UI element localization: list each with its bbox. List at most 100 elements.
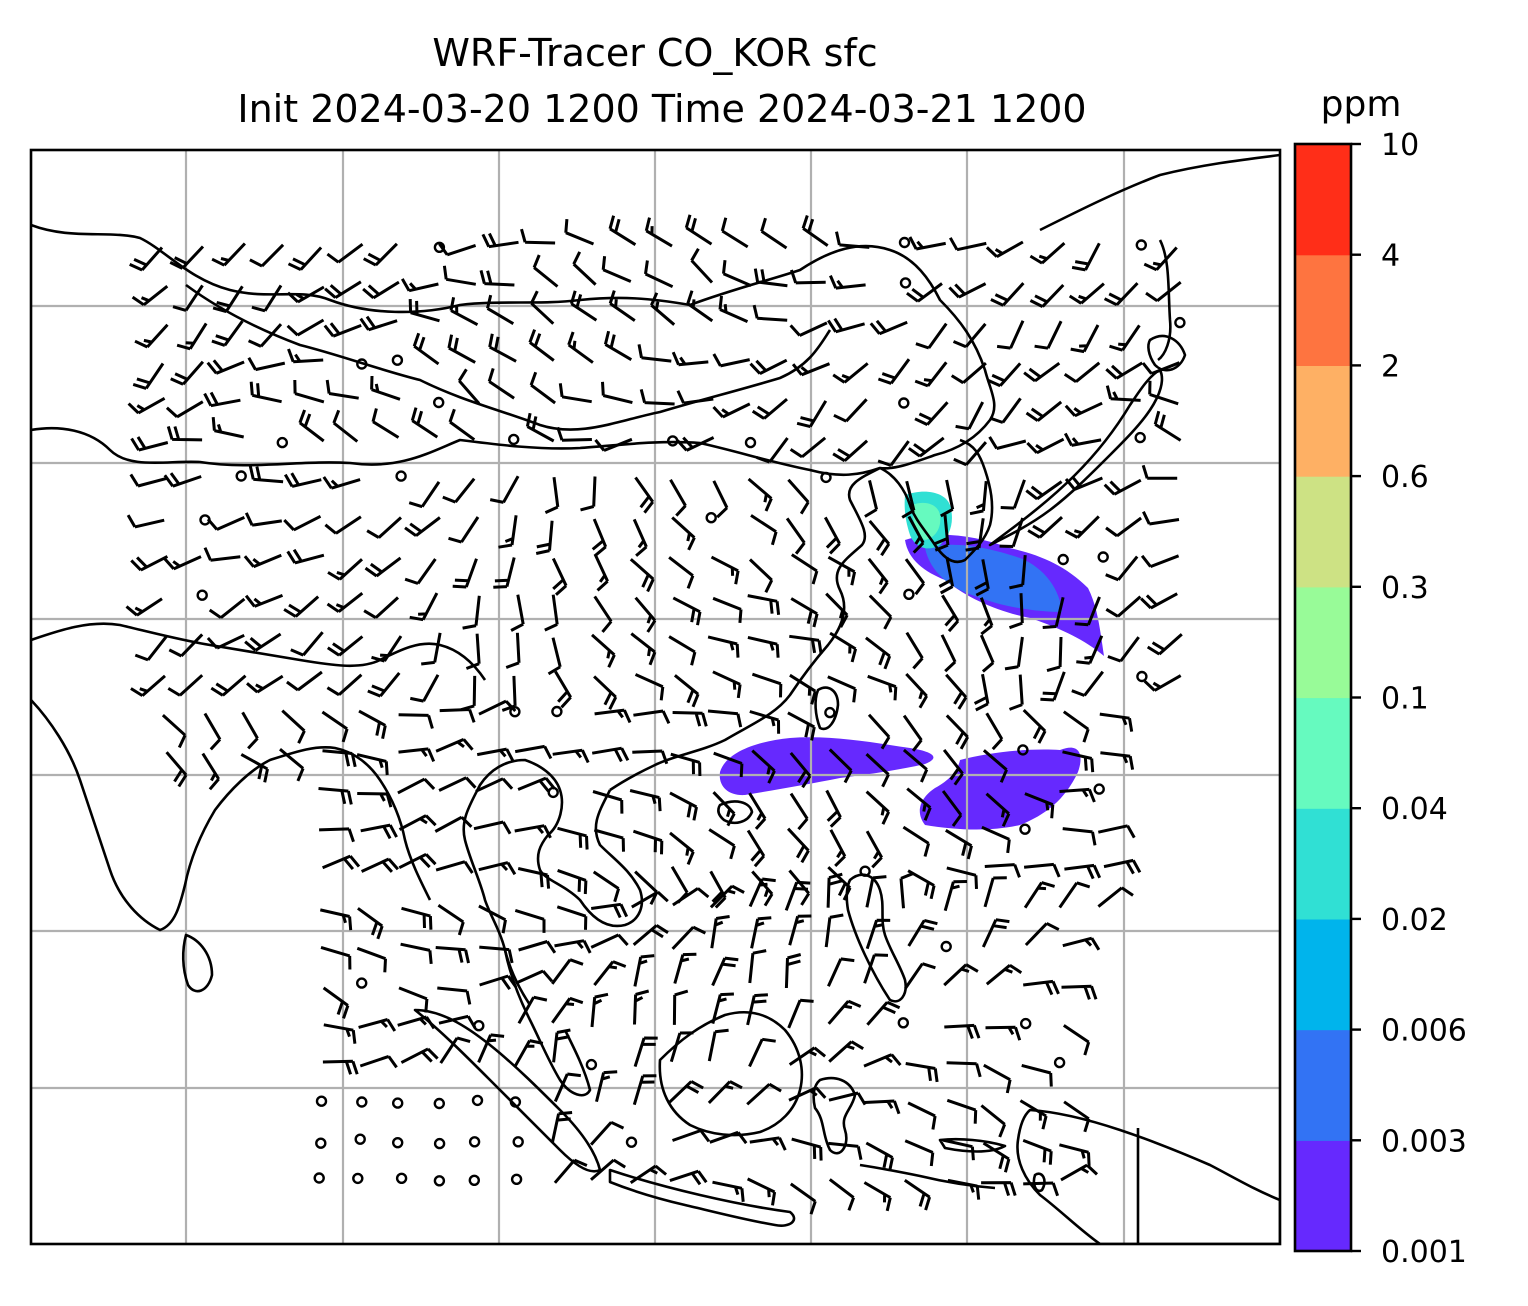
wind-barb [629, 789, 662, 812]
wind-barb [286, 285, 325, 304]
wind-barb [942, 748, 964, 786]
wind-barb [404, 516, 441, 537]
wind-barb [904, 558, 926, 596]
wind-barb [633, 989, 650, 1025]
wind-barb [833, 398, 868, 423]
wind-barb [907, 918, 938, 947]
wind-barb [505, 632, 521, 669]
wind-barb [712, 353, 751, 368]
wind-barb [632, 829, 664, 855]
wind-barb [904, 1139, 935, 1167]
wind-barb [863, 1053, 902, 1068]
calm-wind-circle [392, 1136, 404, 1149]
wind-barb [668, 635, 697, 666]
wind-barb [947, 1178, 981, 1200]
wind-barb [554, 939, 592, 954]
wind-barb [1059, 1143, 1091, 1166]
wind-barb [210, 674, 247, 697]
wind-barb [824, 913, 844, 948]
wind-barb [1063, 432, 1102, 447]
wind-barb [404, 558, 437, 585]
wind-barb [632, 749, 669, 765]
calm-wind-circle [585, 1058, 598, 1071]
wind-barb [1062, 1024, 1091, 1056]
wind-barb [789, 321, 828, 337]
wind-barb [796, 400, 828, 429]
wind-barb [553, 1158, 588, 1184]
calm-wind-circle [468, 1174, 480, 1187]
wind-barb [955, 401, 985, 431]
coast-sri-lanka [181, 933, 214, 993]
wind-barb [448, 408, 476, 441]
wind-barb [630, 632, 657, 666]
wind-barb [985, 1025, 1022, 1041]
wind-barb [746, 1177, 777, 1206]
wind-barb [1023, 361, 1061, 383]
coast-indochina [462, 758, 644, 1006]
calm-wind-circle [547, 786, 559, 799]
wind-barb [760, 217, 788, 250]
wind-barb [985, 792, 1011, 827]
colorbar-segment [1295, 1029, 1351, 1141]
wind-barb [323, 322, 362, 338]
wind-barb [942, 1138, 975, 1161]
wind-barb [863, 953, 889, 984]
wind-barb [1063, 1100, 1091, 1133]
wind-barb [168, 633, 204, 658]
wind-barb [707, 709, 743, 728]
wind-barb [789, 1182, 817, 1215]
calm-wind-circle [433, 1175, 446, 1187]
wind-barb [325, 379, 359, 400]
calm-wind-circle [940, 940, 952, 953]
wind-barb [1061, 984, 1098, 1000]
wind-barb [323, 1023, 357, 1044]
wind-barb [134, 635, 168, 662]
wind-barb [940, 634, 957, 673]
wind-barb [1024, 922, 1060, 947]
wind-barb [877, 358, 911, 385]
wind-barb [1141, 464, 1178, 480]
wind-barb [608, 215, 637, 246]
wind-barb [788, 1086, 827, 1102]
wind-barb [904, 962, 936, 990]
wind-barb [1004, 636, 1024, 671]
wind-barb [590, 1158, 626, 1181]
wind-barb [789, 269, 826, 285]
colorbar-tick-label: 0.04 [1381, 792, 1448, 827]
wind-barb [1064, 401, 1103, 418]
wind-barb [865, 790, 891, 825]
coast-japan-hokkaido [1147, 334, 1187, 372]
wind-barb [631, 890, 669, 909]
wind-barb [990, 282, 1025, 307]
wind-barb [669, 831, 695, 865]
wind-barb [1046, 636, 1063, 673]
wind-barb [828, 1091, 867, 1106]
wind-barb [530, 290, 555, 325]
wind-barb [473, 820, 512, 835]
wind-barb [907, 1101, 937, 1130]
wind-barb [206, 633, 245, 650]
wind-barb [486, 294, 515, 325]
wind-barb [669, 1169, 708, 1186]
wind-barb [944, 1023, 981, 1040]
wind-barb [535, 520, 554, 555]
wind-barb [676, 390, 714, 405]
calm-wind-circle [315, 1095, 328, 1107]
wind-barb [747, 477, 773, 512]
wind-barb [421, 632, 442, 666]
wind-barb [996, 320, 1025, 350]
wind-barb [790, 597, 819, 628]
wind-barb [359, 315, 398, 332]
wind-barb [987, 362, 1022, 388]
wind-barb [707, 635, 740, 658]
wind-barb [287, 246, 323, 271]
wind-barb [639, 389, 675, 406]
wind-barb [867, 674, 898, 701]
wind-barb [398, 852, 437, 870]
colorbar-tick-label: 0.02 [1381, 903, 1448, 938]
wind-barb [710, 915, 730, 949]
map-panel [29, 148, 1282, 1246]
wind-barb [170, 360, 205, 386]
wind-barb [790, 553, 819, 585]
